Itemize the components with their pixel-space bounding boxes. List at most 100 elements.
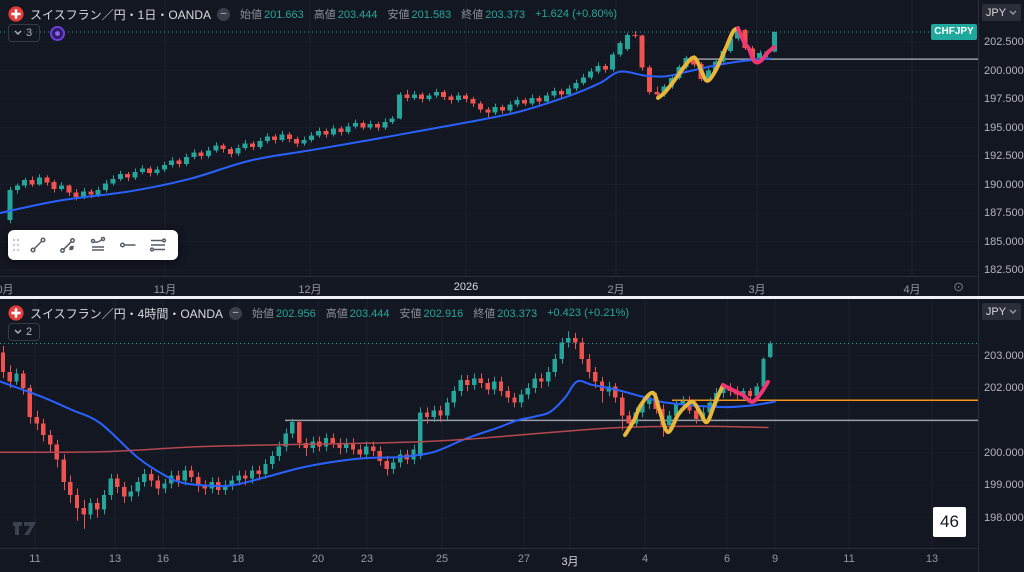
- time-tick-label: 11: [29, 553, 41, 565]
- symbol-title[interactable]: スイスフラン／円・1日・OANDA: [30, 7, 211, 22]
- daily-chart-panel: ⊙ 0月 11月 12月 2026 2月 3月 4月 202.500 200.000 197.5…: [0, 0, 1024, 296]
- symbol-title[interactable]: スイスフラン／円・4時間・OANDA: [30, 306, 223, 321]
- chevron-down-icon: [1009, 309, 1017, 314]
- price-tick-label: 202.500: [984, 36, 1024, 48]
- h4-time-axis[interactable]: 11 13 16 18 20 23 25 27 3月 4 6 9 11 13: [0, 548, 978, 572]
- price-tick-label: 192.500: [984, 150, 1024, 162]
- market-status-icon[interactable]: –: [229, 306, 242, 320]
- h4-chart-panel: 11 13 16 18 20 23 25 27 3月 4 6 9 11 13 203.000 202.000…: [0, 299, 1024, 572]
- time-tick-label: 4: [641, 553, 649, 565]
- price-tick-label: 197.500: [984, 93, 1024, 105]
- h4-chart-plot[interactable]: [0, 299, 978, 548]
- high-value: 203.444: [349, 308, 390, 320]
- close-value: 203.373: [497, 308, 538, 320]
- h4-price-axis[interactable]: 203.000202.000200.000199.000198.000203.3…: [978, 299, 1024, 572]
- tradingview-logo[interactable]: [12, 519, 38, 542]
- open-value: 202.956: [276, 308, 316, 320]
- chf-flag-icon: [8, 6, 24, 22]
- time-tick-label: 25: [435, 553, 449, 565]
- info-line-icon[interactable]: [54, 232, 82, 258]
- daily-price-axis[interactable]: 202.500 200.000 197.500 195.000 192.500 190.0…: [978, 0, 1024, 296]
- settings-icon[interactable]: ⊙: [953, 279, 964, 294]
- price-tick-label: 199.000: [984, 479, 1024, 491]
- time-tick-label: 9: [771, 553, 779, 565]
- low-label: 安値: [387, 9, 410, 21]
- time-tick-label: 27: [517, 553, 531, 565]
- time-tick-label: 4月: [903, 284, 921, 296]
- change-value: +1.624 (+0.80%): [535, 8, 618, 20]
- yellow-zigzag: [656, 26, 740, 100]
- time-tick-label: 16: [156, 553, 170, 565]
- symbol-price-tag: CHFJPY: [931, 24, 977, 40]
- currency-label: JPY: [985, 305, 1007, 318]
- drawing-toolbar[interactable]: [8, 230, 178, 260]
- high-value: 203.444: [337, 9, 378, 21]
- time-tick-label: 20: [311, 553, 325, 565]
- countdown-label: 46: [933, 507, 966, 537]
- open-label: 始値: [252, 308, 274, 320]
- open-value: 201.663: [264, 9, 304, 21]
- price-tick-label: 195.000: [984, 122, 1024, 134]
- trend-line-icon[interactable]: [24, 232, 52, 258]
- close-value: 203.373: [485, 9, 526, 21]
- candles: [7, 26, 777, 224]
- time-tick-label: 3月: [561, 556, 579, 568]
- time-tick-label: 2026: [453, 281, 479, 293]
- drag-handle-icon[interactable]: [10, 232, 22, 258]
- MA-blue: [0, 57, 771, 214]
- time-tick-label: 12月: [298, 284, 322, 296]
- time-tick-label: 0月: [0, 284, 14, 296]
- indicator-count: 3: [26, 27, 33, 39]
- low-label: 安値: [399, 308, 422, 320]
- path-lines-icon[interactable]: [84, 232, 112, 258]
- chevron-down-icon: [14, 329, 22, 334]
- time-tick-label: 6: [723, 553, 731, 565]
- price-tick-label: 198.000: [984, 512, 1024, 524]
- high-label: 高値: [313, 9, 336, 21]
- yellow-zigzag: [623, 383, 725, 437]
- legend: スイスフラン／円・1日・OANDA – 始値 201.663 高値 203.444 …: [8, 5, 618, 42]
- currency-label: JPY: [985, 6, 1007, 19]
- high-label: 高値: [325, 308, 348, 320]
- pane-separator[interactable]: [0, 296, 1024, 299]
- legend: スイスフラン／円・4時間・OANDA – 始値 202.956 高値 203.444…: [8, 304, 630, 341]
- price-tick-label: 182.500: [984, 264, 1024, 276]
- chf-flag-icon: [8, 305, 24, 321]
- time-tick-label: 18: [231, 553, 245, 565]
- price-tick-label: 185.000: [984, 236, 1024, 248]
- legend-collapse-button[interactable]: 2: [8, 323, 41, 341]
- price-tick-label: 190.000: [984, 179, 1024, 191]
- price-tick-label: 200.000: [984, 65, 1024, 77]
- currency-dropdown[interactable]: JPY: [982, 4, 1021, 21]
- time-tick-label: 13: [925, 553, 939, 565]
- daily-time-axis[interactable]: ⊙ 0月 11月 12月 2026 2月 3月 4月: [0, 276, 978, 296]
- close-label: 終値: [461, 9, 484, 21]
- currency-dropdown[interactable]: JPY: [982, 303, 1021, 320]
- horizontal-ray-icon[interactable]: [114, 232, 142, 258]
- price-tick-label: 203.000: [984, 350, 1024, 362]
- indicator-count: 2: [26, 326, 33, 338]
- MA-blue: [0, 379, 776, 488]
- price-tick-label: 200.000: [984, 447, 1024, 459]
- close-label: 終値: [473, 308, 496, 320]
- parallel-lines-icon[interactable]: [144, 232, 172, 258]
- chevron-down-icon: [1009, 10, 1017, 15]
- price-tick-label: 187.500: [984, 207, 1024, 219]
- pink-zigzag: [736, 26, 776, 65]
- indicator-logo-icon[interactable]: [50, 26, 65, 46]
- candles: [0, 331, 773, 529]
- time-tick-label: 11: [843, 553, 855, 565]
- time-tick-label: 2月: [607, 284, 625, 296]
- chevron-down-icon: [14, 30, 22, 35]
- daily-chart-plot[interactable]: [0, 0, 978, 276]
- market-status-icon[interactable]: –: [217, 7, 230, 21]
- legend-collapse-button[interactable]: 3: [8, 24, 41, 42]
- time-tick-label: 11月: [153, 284, 177, 296]
- time-tick-label: 23: [360, 553, 374, 565]
- change-value: +0.423 (+0.21%): [547, 307, 630, 319]
- pink-zigzag: [721, 379, 770, 404]
- MA-red: [0, 425, 769, 454]
- low-value: 202.916: [423, 308, 464, 320]
- open-label: 始値: [240, 9, 262, 21]
